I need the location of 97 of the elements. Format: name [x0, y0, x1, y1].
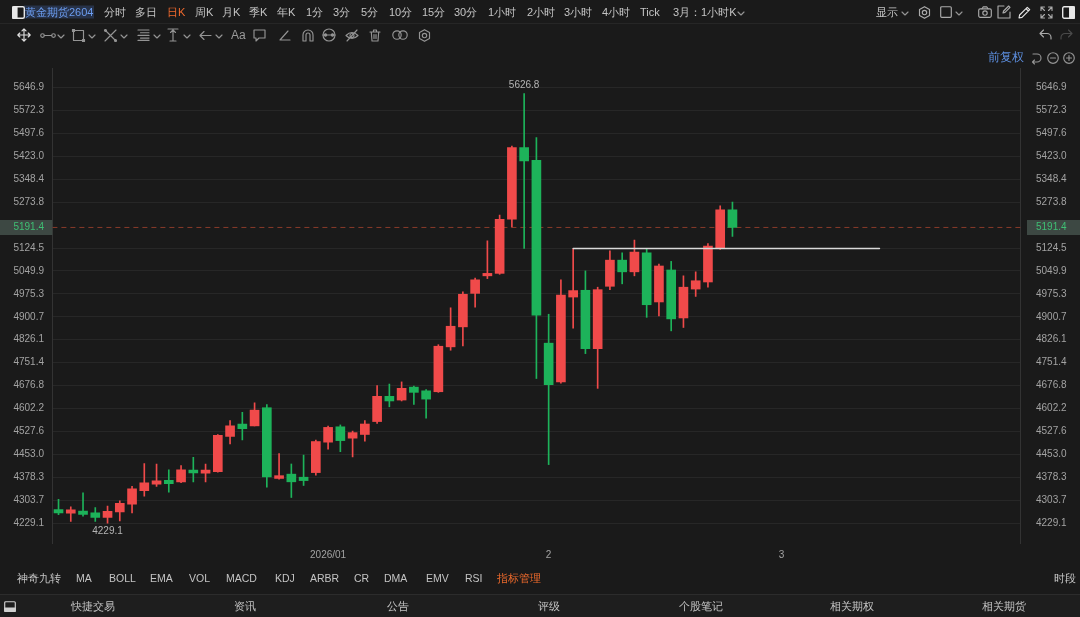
text: 快捷交易 — [71, 599, 115, 612]
y2-tick-label: 5124.5 — [1036, 241, 1068, 253]
text: Aa — [231, 28, 246, 42]
text: BOLL — [109, 571, 136, 584]
text: 15分 — [422, 5, 446, 18]
ref-line-label: 5191.4 — [13, 221, 45, 233]
y-tick-label: 4453.0 — [13, 448, 45, 460]
candlestick — [519, 93, 529, 249]
text: 神奇九转 — [17, 571, 61, 584]
text: 季K — [249, 5, 268, 18]
y-tick-label: 4676.8 — [13, 379, 45, 391]
text: 日K — [167, 5, 186, 18]
candlestick — [188, 456, 199, 483]
text: 3月：1小时K — [673, 5, 737, 18]
text: 前复权 — [988, 51, 1024, 64]
y2-tick-label: 5497.6 — [1036, 127, 1068, 139]
y2-tick-label: 4602.2 — [1036, 402, 1068, 414]
y2-tick-label: 4975.3 — [1036, 287, 1068, 299]
annotation: 5626.8 — [508, 79, 540, 91]
y-tick-label: 4751.4 — [13, 356, 45, 368]
y-tick-label: 4900.7 — [13, 310, 45, 322]
y-tick-label: 4602.2 — [13, 402, 45, 414]
y2-tick-label: 5572.3 — [1036, 104, 1068, 116]
x-tick-label: 2 — [545, 548, 552, 560]
y-tick-label: 4527.6 — [13, 425, 45, 437]
x-tick-label: 3 — [778, 548, 785, 560]
y2-tick-label: 4378.3 — [1036, 471, 1068, 483]
y2-tick-label: 5348.4 — [1036, 172, 1068, 184]
candlestick — [568, 248, 578, 329]
text: 4小时 — [602, 5, 631, 18]
text: 年K — [277, 5, 296, 18]
text: 分时 — [104, 5, 126, 18]
text: DMA — [384, 571, 408, 584]
text: EMV — [426, 571, 449, 584]
y-tick-label: 4378.3 — [13, 471, 45, 483]
text: 1小时 — [488, 5, 517, 18]
text: 个股笔记 — [679, 599, 723, 612]
y2-tick-label: 5273.8 — [1036, 195, 1068, 207]
text: 5191.4 — [1036, 221, 1067, 233]
text: VOL — [189, 571, 211, 584]
x-tick-label: 2026/01 — [310, 548, 347, 560]
y2-tick-label: 4229.1 — [1036, 517, 1068, 529]
y-tick-label: 5348.4 — [13, 172, 45, 184]
y2-tick-label: 4751.4 — [1036, 356, 1068, 368]
text: 10分 — [389, 5, 413, 18]
text: 周K — [195, 5, 214, 18]
annotation: 4229.1 — [92, 525, 124, 537]
text: 时段 — [1054, 571, 1076, 584]
y-tick-label: 5124.5 — [13, 241, 45, 253]
y-tick-label: 5497.6 — [13, 127, 45, 139]
text: EMA — [150, 571, 173, 584]
y2-tick-label: 4676.8 — [1036, 379, 1068, 391]
text: 多日 — [135, 5, 157, 18]
y-tick-label: 5273.8 — [13, 195, 45, 207]
y2-tick-label: 4453.0 — [1036, 448, 1068, 460]
y-tick-label: 4303.7 — [13, 494, 45, 506]
y-tick-label: 5423.0 — [13, 149, 45, 161]
text: 评级 — [538, 599, 560, 612]
y2-tick-label: 4527.6 — [1036, 425, 1068, 437]
candlestick — [78, 492, 88, 517]
y2-tick-label: 4826.1 — [1036, 333, 1068, 345]
y-tick-label: 5646.9 — [13, 81, 45, 93]
text: 2小时 — [527, 5, 556, 18]
text: 资讯 — [234, 599, 256, 612]
y2-tick-label: 5049.9 — [1036, 264, 1068, 276]
text: 月K — [222, 5, 241, 18]
y2-tick-label: 5646.9 — [1036, 81, 1068, 93]
y2-tick-label: 4900.7 — [1036, 310, 1068, 322]
candlestick — [163, 469, 174, 493]
text: ARBR — [310, 571, 340, 584]
y-tick-label: 4229.1 — [13, 517, 45, 529]
text: 相关期权 — [830, 599, 874, 612]
text: 公告 — [387, 599, 409, 612]
text: Tick — [640, 5, 660, 18]
y2-tick-label: 4303.7 — [1036, 494, 1068, 506]
text: CR — [354, 571, 370, 584]
y-tick-label: 4826.1 — [13, 333, 45, 345]
candlestick — [274, 453, 284, 480]
text: 3分 — [333, 5, 351, 18]
y-tick-label: 5572.3 — [13, 104, 45, 116]
chart-title: 黄金期货2604 — [24, 5, 95, 19]
y-tick-label: 5049.9 — [13, 264, 45, 276]
text: 1分 — [306, 5, 324, 18]
y2-tick-label: 5423.0 — [1036, 149, 1068, 161]
candlestick — [237, 412, 248, 441]
candlestick — [139, 463, 150, 497]
text: RSI — [465, 571, 483, 584]
text: 指标管理 — [497, 571, 541, 584]
text: 30分 — [454, 5, 478, 18]
text: 3小时 — [564, 5, 593, 18]
text: 显示 — [876, 5, 898, 18]
text: KDJ — [275, 571, 295, 584]
text: 相关期货 — [982, 599, 1026, 612]
text: MACD — [226, 571, 257, 584]
y-tick-label: 4975.3 — [13, 287, 45, 299]
text: MA — [76, 571, 92, 584]
text: 5分 — [361, 5, 379, 18]
